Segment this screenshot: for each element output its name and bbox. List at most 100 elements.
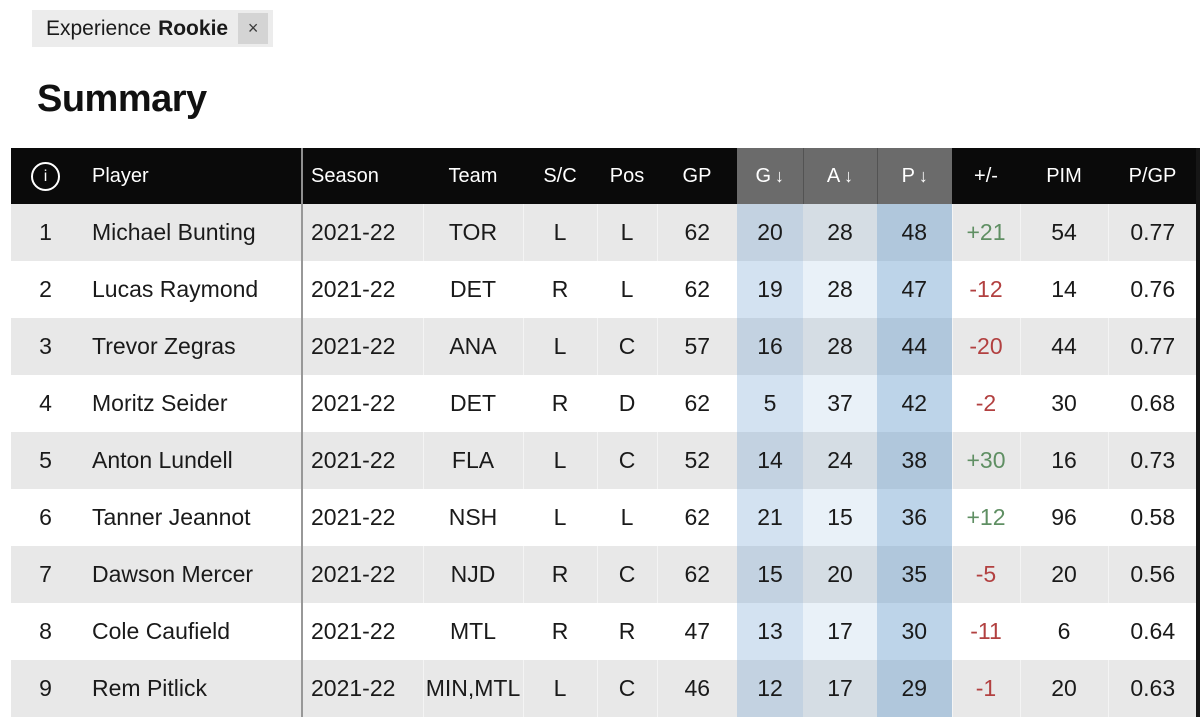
pos-cell: L — [596, 261, 657, 318]
player-name-cell[interactable]: Lucas Raymond — [92, 276, 259, 302]
team-cell: DET — [422, 375, 523, 432]
column-header-sc[interactable]: S/C — [523, 148, 597, 204]
p-cell: 42 — [877, 375, 952, 432]
pm-cell: +21 — [951, 204, 1020, 261]
pim-cell: 14 — [1019, 261, 1108, 318]
filter-chip-label: Experience — [46, 16, 152, 40]
gp-cell: 62 — [656, 204, 737, 261]
column-header-p[interactable]: P ↓ — [876, 148, 952, 204]
g-cell: 20 — [737, 204, 803, 261]
table-row: 1 Michael Bunting 2021-22 TOR L L 62 20 28 48 +21 5… — [11, 204, 1197, 261]
column-header-pos[interactable]: Pos — [597, 148, 657, 204]
a-cell: 17 — [803, 603, 877, 660]
pim-cell: 20 — [1019, 660, 1108, 717]
p-cell: 35 — [877, 546, 952, 603]
pgp-cell: 0.63 — [1107, 660, 1197, 717]
a-cell: 37 — [803, 375, 877, 432]
column-header-season[interactable]: Season — [301, 148, 423, 204]
table-header-row: i Player Season Team S/C Pos GP G ↓ A ↓ P ↓… — [11, 148, 1197, 204]
player-name-cell[interactable]: Tanner Jeannot — [92, 504, 251, 530]
sc-cell: L — [522, 318, 597, 375]
pm-cell: +12 — [951, 489, 1020, 546]
a-cell: 28 — [803, 318, 877, 375]
a-cell: 15 — [803, 489, 877, 546]
sc-cell: L — [522, 204, 597, 261]
pm-cell: -20 — [951, 318, 1020, 375]
pos-cell: C — [596, 318, 657, 375]
rank-cell: 9 — [39, 675, 52, 701]
sc-cell: L — [522, 489, 597, 546]
sort-desc-icon: ↓ — [844, 165, 854, 186]
table-row: 8 Cole Caufield 2021-22 MTL R R 47 13 17 30 -11 6 0.… — [11, 603, 1197, 660]
sc-cell: R — [522, 375, 597, 432]
sc-cell: R — [522, 546, 597, 603]
p-cell: 29 — [877, 660, 952, 717]
table-row: 4 Moritz Seider 2021-22 DET R D 62 5 37 42 -2 30 0.6… — [11, 375, 1197, 432]
team-cell: NSH — [422, 489, 523, 546]
g-cell: 16 — [737, 318, 803, 375]
rank-cell: 8 — [39, 618, 52, 644]
player-name-cell[interactable]: Rem Pitlick — [92, 675, 208, 701]
gp-cell: 57 — [656, 318, 737, 375]
pgp-cell: 0.58 — [1107, 489, 1197, 546]
player-name-cell[interactable]: Cole Caufield — [92, 618, 231, 644]
table-row: 5 Anton Lundell 2021-22 FLA L C 52 14 24 38 +30 16 0… — [11, 432, 1197, 489]
table-row: 7 Dawson Mercer 2021-22 NJD R C 62 15 20 35 -5 20 0.… — [11, 546, 1197, 603]
g-cell: 19 — [737, 261, 803, 318]
g-cell: 15 — [737, 546, 803, 603]
close-icon[interactable]: × — [238, 13, 269, 44]
season-cell: 2021-22 — [301, 318, 423, 375]
pgp-cell: 0.76 — [1107, 261, 1197, 318]
player-name-cell[interactable]: Moritz Seider — [92, 390, 228, 416]
a-cell: 20 — [803, 546, 877, 603]
pim-cell: 16 — [1019, 432, 1108, 489]
pgp-cell: 0.77 — [1107, 318, 1197, 375]
a-cell: 28 — [803, 261, 877, 318]
pgp-cell: 0.64 — [1107, 603, 1197, 660]
pim-cell: 20 — [1019, 546, 1108, 603]
pim-cell: 44 — [1019, 318, 1108, 375]
a-cell: 17 — [803, 660, 877, 717]
table-row: 3 Trevor Zegras 2021-22 ANA L C 57 16 28 44 -20 44 0… — [11, 318, 1197, 375]
filter-chip-experience[interactable]: Experience Rookie × — [32, 10, 274, 47]
gp-cell: 46 — [656, 660, 737, 717]
team-cell: ANA — [422, 318, 523, 375]
player-name-cell[interactable]: Dawson Mercer — [92, 561, 254, 587]
column-header-pgp[interactable]: P/GP — [1108, 148, 1197, 204]
player-name-cell[interactable]: Anton Lundell — [92, 447, 233, 473]
pim-cell: 30 — [1019, 375, 1108, 432]
column-header-player[interactable]: Player — [80, 148, 302, 204]
info-icon[interactable]: i — [31, 161, 60, 191]
pm-cell: +30 — [951, 432, 1020, 489]
pos-cell: C — [596, 660, 657, 717]
a-cell: 28 — [803, 204, 877, 261]
column-header-pim[interactable]: PIM — [1020, 148, 1108, 204]
column-header-gp[interactable]: GP — [657, 148, 737, 204]
p-cell: 36 — [877, 489, 952, 546]
rank-cell: 4 — [39, 390, 52, 416]
player-name-cell[interactable]: Michael Bunting — [92, 219, 256, 245]
pm-cell: -12 — [951, 261, 1020, 318]
p-cell: 30 — [877, 603, 952, 660]
column-header-plusminus[interactable]: +/- — [952, 148, 1020, 204]
team-cell: NJD — [422, 546, 523, 603]
pgp-cell: 0.77 — [1107, 204, 1197, 261]
player-name-cell[interactable]: Trevor Zegras — [92, 333, 236, 359]
column-header-g[interactable]: G ↓ — [737, 148, 803, 204]
season-cell: 2021-22 — [301, 375, 423, 432]
p-cell: 44 — [877, 318, 952, 375]
column-header-team[interactable]: Team — [423, 148, 523, 204]
gp-cell: 62 — [656, 375, 737, 432]
rank-cell: 5 — [39, 447, 52, 473]
column-header-a[interactable]: A ↓ — [802, 148, 877, 204]
team-cell: DET — [422, 261, 523, 318]
p-cell: 47 — [877, 261, 952, 318]
season-cell: 2021-22 — [301, 432, 423, 489]
p-cell: 38 — [877, 432, 952, 489]
pim-cell: 96 — [1019, 489, 1108, 546]
gp-cell: 62 — [656, 546, 737, 603]
pim-cell: 6 — [1019, 603, 1108, 660]
pm-cell: -2 — [951, 375, 1020, 432]
sc-cell: R — [522, 261, 597, 318]
rank-cell: 1 — [39, 219, 52, 245]
